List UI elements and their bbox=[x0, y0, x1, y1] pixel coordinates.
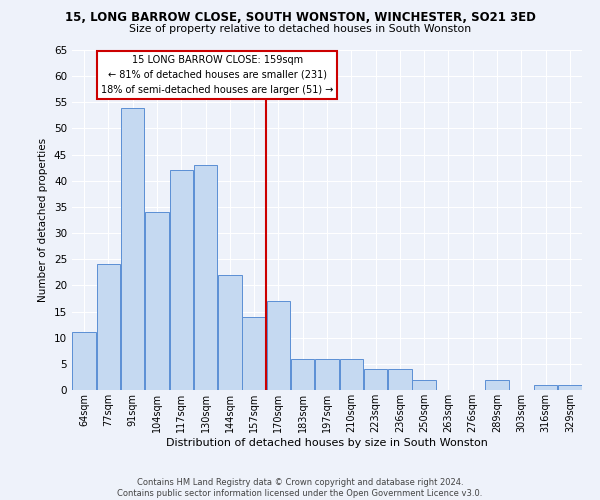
Bar bbox=[170, 170, 193, 390]
Bar bbox=[485, 380, 509, 390]
Bar bbox=[534, 385, 557, 390]
Text: Contains HM Land Registry data © Crown copyright and database right 2024.
Contai: Contains HM Land Registry data © Crown c… bbox=[118, 478, 482, 498]
Bar bbox=[340, 358, 363, 390]
Bar bbox=[218, 275, 242, 390]
Bar bbox=[194, 165, 217, 390]
Bar bbox=[558, 385, 581, 390]
Bar bbox=[315, 358, 339, 390]
Bar bbox=[364, 369, 388, 390]
Bar bbox=[266, 301, 290, 390]
Bar bbox=[291, 358, 314, 390]
Y-axis label: Number of detached properties: Number of detached properties bbox=[38, 138, 49, 302]
Bar bbox=[121, 108, 145, 390]
X-axis label: Distribution of detached houses by size in South Wonston: Distribution of detached houses by size … bbox=[166, 438, 488, 448]
Bar bbox=[97, 264, 120, 390]
Bar bbox=[242, 317, 266, 390]
Text: 15, LONG BARROW CLOSE, SOUTH WONSTON, WINCHESTER, SO21 3ED: 15, LONG BARROW CLOSE, SOUTH WONSTON, WI… bbox=[65, 11, 535, 24]
Bar bbox=[145, 212, 169, 390]
Bar bbox=[73, 332, 96, 390]
Bar bbox=[412, 380, 436, 390]
Text: 15 LONG BARROW CLOSE: 159sqm
← 81% of detached houses are smaller (231)
18% of s: 15 LONG BARROW CLOSE: 159sqm ← 81% of de… bbox=[101, 55, 334, 94]
Bar bbox=[388, 369, 412, 390]
Text: Size of property relative to detached houses in South Wonston: Size of property relative to detached ho… bbox=[129, 24, 471, 34]
